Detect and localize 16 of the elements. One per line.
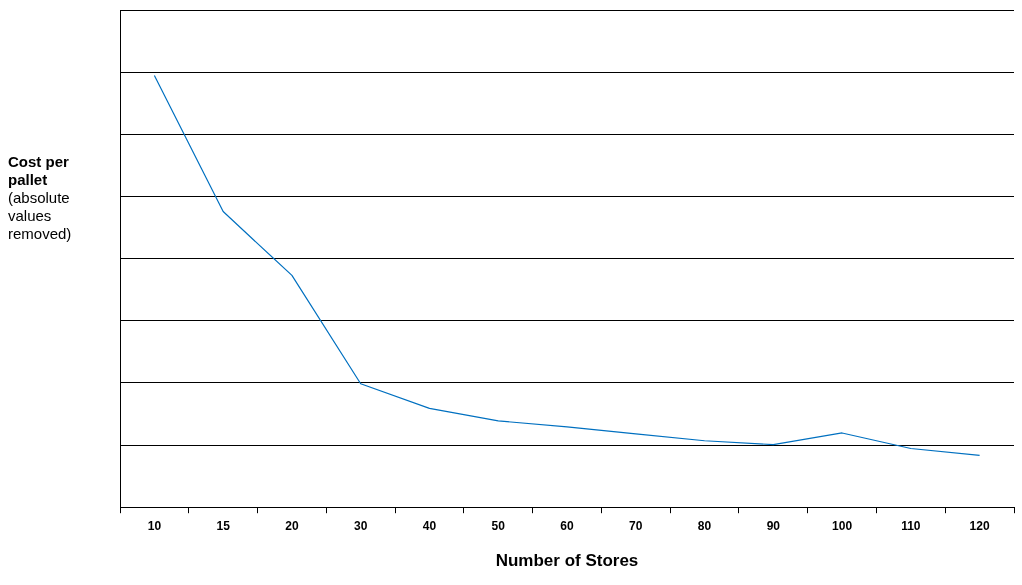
text: (absolute values removed) <box>8 189 73 243</box>
x-tick-label: 20 <box>285 518 299 533</box>
x-tick-label: 10 <box>147 518 162 533</box>
x-tick-label: 80 <box>697 518 712 533</box>
x-tick-label: 110 <box>901 518 921 533</box>
x-tick-label: 70 <box>629 518 643 533</box>
x-tick-label: 100 <box>832 518 853 533</box>
x-tick-label: 90 <box>766 518 781 533</box>
x-axis-title: Number of Stores <box>495 551 639 571</box>
x-tick-label: 120 <box>969 518 990 533</box>
x-tick-label: 50 <box>491 518 506 533</box>
x-tick-label: 40 <box>422 518 437 533</box>
y-axis-title: Cost per pallet <box>8 153 69 188</box>
x-tick-label: 30 <box>354 518 368 533</box>
x-tick-label: 60 <box>560 518 574 533</box>
x-tick-label: 15 <box>216 518 231 533</box>
